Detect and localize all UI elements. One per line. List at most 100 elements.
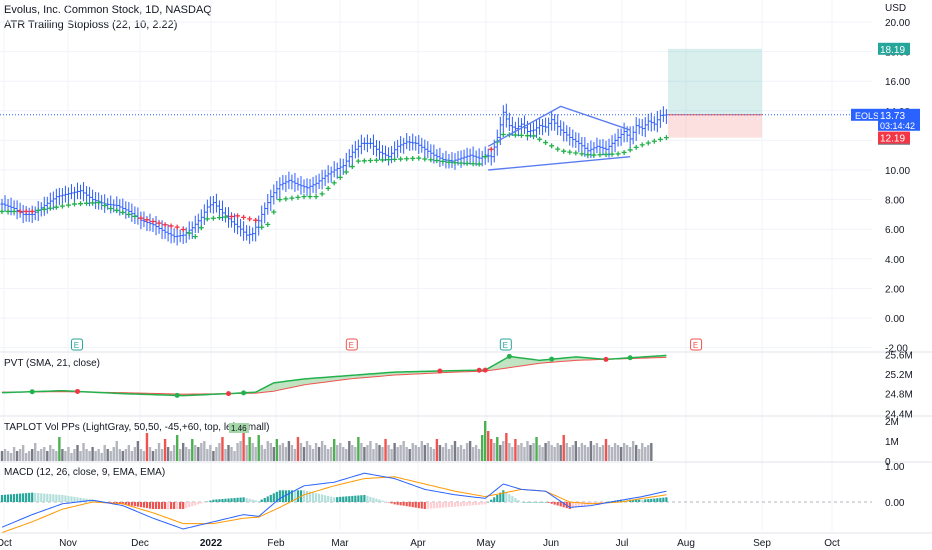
macd-hist-bar [136,502,139,507]
y-tick-label: 2.00 [885,284,905,295]
volume-bar [160,449,164,461]
macd-hist-bar [541,502,544,503]
macd-hist-bar [61,494,64,502]
volume-bar [281,443,285,461]
macd-hist-bar [49,494,52,502]
volume-bar [85,449,88,461]
macd-hist-bar [514,498,517,502]
macd-hist-bar [550,502,553,504]
volume-bar [197,447,200,461]
volume-bar [284,447,288,461]
volume-bar [233,451,236,461]
macd-hist-bar [372,497,375,502]
volume-bar [314,443,318,461]
macd-hist-bar [82,498,85,502]
macd-hist-bar [544,502,547,503]
macd-hist-bar [462,502,466,506]
atr-stop-marker [355,158,361,164]
x-tick-label: Jul [616,538,629,549]
atr-stop-marker [392,156,398,162]
x-tick-label: Oct [824,538,840,549]
atr-stop-marker [126,211,132,217]
macd-hist-bar [203,502,206,503]
x-tick-label: Jun [543,538,559,549]
volume-bar [287,441,291,461]
atr-stop-marker [591,152,597,158]
triangle-lower-line [488,155,631,171]
atr-stop-marker [633,144,639,150]
volume-bar [456,447,460,461]
atr-stop-marker [241,214,247,220]
x-tick-label: Dec [131,538,149,549]
macd-hist-bar [520,502,523,503]
macd-hist-bar [148,502,152,509]
macd-hist-bar [583,502,586,506]
volume-bar [278,445,282,461]
macd-hist-bar [405,502,408,507]
atr-stop-marker [518,132,524,138]
atr-stop-marker [380,157,386,163]
volume-bar [568,447,571,461]
atr-stop-marker [645,140,651,146]
atr-stop-marker [440,158,446,164]
volume-bar [390,449,393,461]
chart-title[interactable]: Evolus, Inc. Common Stock, 1D, NASDAQ [4,4,212,16]
macd-hist-bar [173,502,176,510]
macd-hist-bar [357,495,360,502]
pvt-fill-segment [334,376,338,381]
volume-bar [311,449,315,461]
macd-hist-bar [469,502,472,506]
macd-hist-bar [64,495,67,502]
macd-hist-bar [363,494,366,502]
atr-stop-marker [386,157,392,163]
volume-bar [616,445,620,461]
volume-bar [444,443,448,461]
vol-y-tick: 1M [885,437,899,448]
pvt-y-tick: 25.2M [885,370,913,381]
macd-hist-bar [209,500,212,502]
atr-stop-marker [615,151,621,157]
macd-hist-bar [31,492,34,502]
macd-hist-bar [194,502,197,506]
atr-stop-marker [422,156,428,162]
macd-hist-bar [46,493,49,502]
volume-bar [381,447,384,461]
volume-bar [203,441,206,461]
volume-bar [462,449,466,461]
atr-stop-marker [174,224,180,230]
atr-stop-marker [543,140,549,146]
atr-stop-marker [247,216,253,222]
macd-hist-bar [426,502,429,509]
pvt-fill-segment [310,378,314,385]
macd-hist-bar [568,502,571,510]
volume-bar [369,441,372,461]
atr-stop-marker [289,195,295,201]
macd-hist-bar [417,502,420,509]
volume-bar [532,443,535,461]
macd-hist-bar [127,502,130,506]
macd-hist-bar [233,498,236,502]
volume-bar [384,439,387,461]
volume-bar [499,445,502,461]
pvt-fill-segment [512,356,516,368]
pvt-fill-segment [282,381,286,390]
y-tick-label: -2.00 [885,344,908,355]
volume-bar [538,445,541,461]
volume-bar [375,443,378,461]
volume-bar [142,451,146,461]
pvt-y-tick: 25.6M [885,350,913,361]
volume-bar [290,445,294,461]
macd-hist-bar [284,490,287,502]
macd-hist-bar [444,502,448,508]
macd-hist-bar [191,502,194,507]
macd-hist-bar [272,493,275,502]
volume-bar [37,451,40,461]
volume-bar [215,447,218,461]
volume-bar [260,445,263,461]
atr-stop-marker [156,220,162,226]
y-tick-label: 4.00 [885,255,905,266]
volume-bar [178,449,182,461]
volume-bar [97,449,100,461]
y-tick-label: 20.00 [885,18,910,29]
